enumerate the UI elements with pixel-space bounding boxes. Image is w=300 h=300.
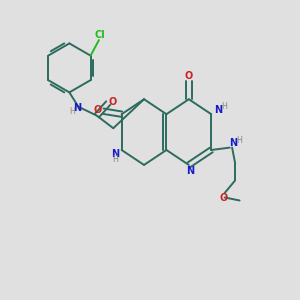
Text: H: H (236, 136, 242, 145)
Text: H: H (112, 155, 118, 164)
Text: O: O (185, 71, 193, 81)
Text: N: N (111, 149, 119, 159)
Text: H: H (221, 102, 227, 111)
Text: O: O (108, 97, 116, 106)
Text: O: O (94, 105, 102, 115)
Text: N: N (73, 103, 81, 113)
Text: H: H (69, 107, 75, 116)
Text: N: N (186, 167, 194, 176)
Text: N: N (214, 105, 222, 115)
Text: O: O (220, 194, 228, 203)
Text: Cl: Cl (94, 30, 105, 40)
Text: N: N (229, 138, 237, 148)
